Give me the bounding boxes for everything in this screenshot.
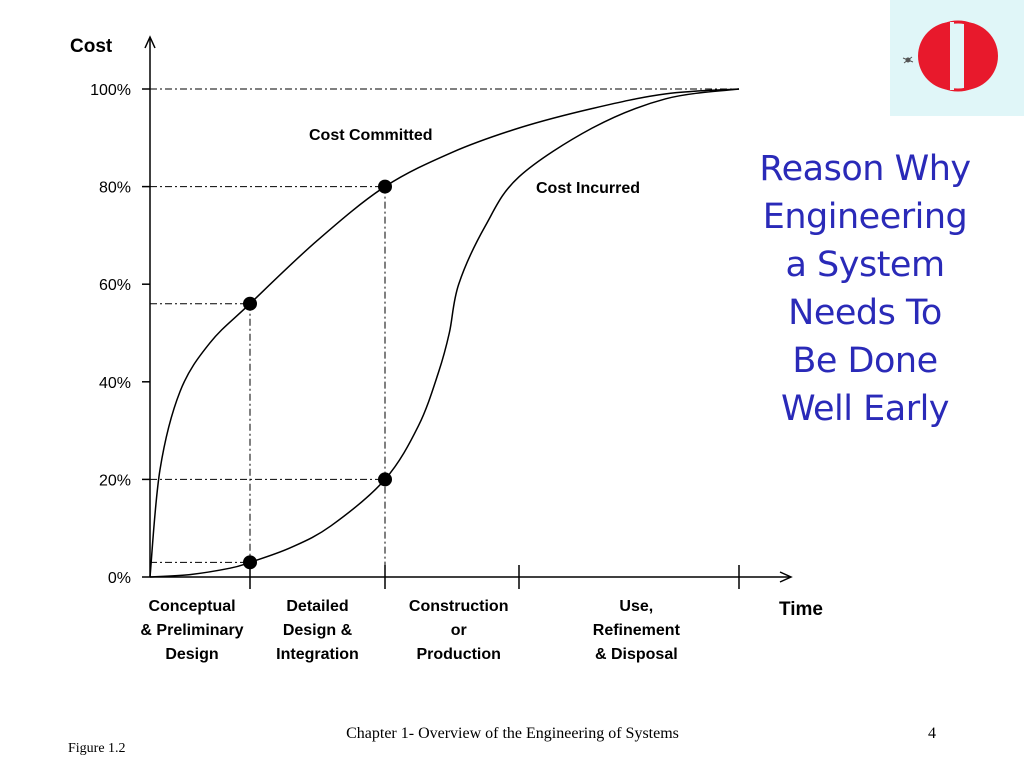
y-tick-label-20: 20% [99,472,131,489]
x-phase-label-4-line-2: Refinement [593,622,681,639]
x-phase-label-2-line-2: Design & [283,622,353,639]
cost-committed-label: Cost Committed [309,127,433,144]
reference-lines [150,88,739,577]
x-phase-label-3-line-3: Production [416,646,500,663]
cost-incurred-label: Cost Incurred [536,180,640,197]
x-phase-label-3-line-2: or [451,622,467,639]
slide-title: Reason Why Engineering a System Needs To… [745,145,985,433]
y-tick-label-80: 80% [99,180,131,197]
x-phase-label-4-line-3: & Disposal [595,646,678,663]
marker-3 [378,179,392,194]
y-tick-label-60: 60% [99,277,131,294]
marker-2 [243,555,257,570]
y-axis-title: Cost [70,36,113,57]
x-phase-label-1-line-3: Design [165,646,218,663]
marker-1 [243,296,257,311]
cost-committed-line [149,88,740,578]
x-phase-label-1-line-2: & Preliminary [140,622,243,639]
labels: 0% 20% 40% 60% 80% 100% Cost Time Conceptual & Pr… [70,36,823,663]
marker-4 [378,472,392,487]
footer-text: Chapter 1- Overview of the Engineering o… [346,725,679,742]
y-axis-arrow [144,35,156,49]
chart-axes [142,35,793,589]
x-phase-label-3-line-1: Construction [409,598,509,615]
x-phase-label-1-line-1: Conceptual [148,598,235,615]
markers [243,179,392,570]
slide-title-line-2: Engineering [762,197,968,237]
cost-incurred-line [149,88,740,578]
slide-title-line-1: Reason Why [759,149,971,189]
x-axis-arrow [779,571,793,583]
slide-title-line-4: Needs To [788,293,942,333]
page-number: 4 [928,725,936,742]
y-tick-label-0: 0% [108,570,131,587]
x-axis-title: Time [779,599,823,620]
figure-label: Figure 1.2 [68,741,126,756]
slide-title-line-3: a System [785,245,945,285]
university-logo [890,0,1024,116]
y-tick-label-100: 100% [90,82,131,99]
x-phase-label-2-line-3: Integration [276,646,359,663]
slide-title-line-6: Well Early [780,389,950,429]
y-tick-label-40: 40% [99,375,131,392]
x-phase-label-2-line-1: Detailed [286,598,348,615]
slide-title-line-5: Be Done [792,341,938,381]
series-lines [149,88,740,578]
x-phase-label-4-line-1: Use, [619,598,653,615]
